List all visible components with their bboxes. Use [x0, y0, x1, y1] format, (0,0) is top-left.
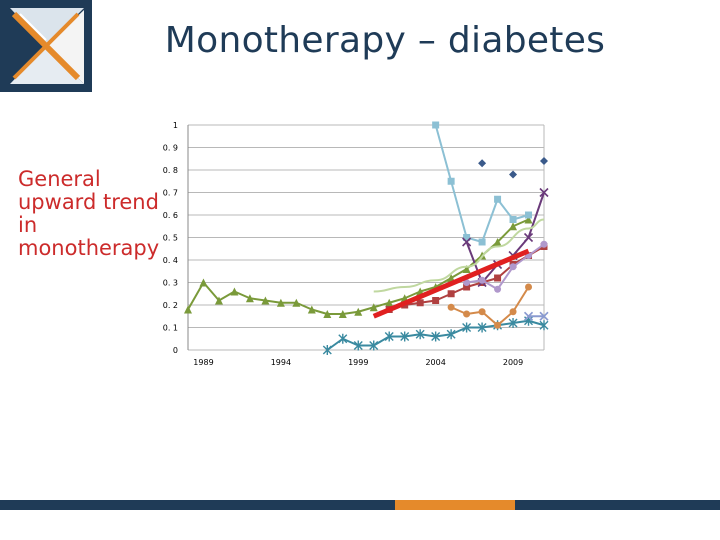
series-teal-star-point-2	[353, 340, 363, 351]
y-tick-label-2: 0. 2	[163, 301, 178, 310]
series-teal-star-point-0	[322, 345, 332, 355]
series-olive-triangle-point-0	[184, 305, 192, 314]
y-tick-label-4: 0. 4	[163, 256, 178, 265]
trend-line-red-line	[372, 248, 530, 319]
series-teal-star-point-10	[477, 322, 487, 333]
annotation-text: General upward trend in monotherapy	[18, 167, 160, 260]
series-teal-star-point-6	[415, 329, 425, 340]
series-navy-diamond-point-0	[478, 159, 487, 168]
series-orange-circle-point-1	[463, 310, 471, 318]
series-orange-circle-point-5	[525, 283, 533, 291]
series-olive-triangle-point-1	[199, 278, 208, 287]
series-orange-circle-point-2	[478, 308, 486, 316]
x-tick-label-3: 2004	[425, 358, 445, 367]
series-olive-triangle-point-5	[261, 296, 270, 305]
y-tick-label-7: 0. 7	[163, 189, 178, 198]
series-darkred-square-point-4	[447, 290, 455, 298]
series-orange-circle-point-3	[494, 321, 502, 329]
series-darkred-square-point-3	[432, 297, 440, 304]
series-purple-x-point-0	[462, 237, 472, 247]
series-olive-triangle-point-9	[323, 310, 332, 318]
series-teal-star-point-3	[369, 340, 379, 351]
y-tick-label-9: 0. 9	[163, 144, 178, 153]
series-lavender-circle-point-0	[463, 279, 471, 286]
series-olive-triangle-point-12	[369, 303, 378, 312]
series-darkred-square-point-5	[463, 283, 471, 291]
footer-bar	[0, 500, 720, 510]
series-periwinkle-x-point-0	[523, 311, 534, 321]
series-darkred-square-point-2	[416, 299, 424, 307]
series-olive-triangle-point-4	[245, 294, 254, 303]
series-teal-star-point-4	[384, 331, 394, 342]
series-olive-triangle-point-20	[493, 238, 502, 246]
trend-curve-light-line	[373, 218, 545, 293]
series-olive-triangle-point-6	[276, 298, 285, 307]
series-navy-diamond-point-1	[509, 170, 518, 179]
series-olive-triangle-point-10	[338, 310, 347, 318]
series-teal-star-point-14	[539, 320, 549, 331]
series-purple-x-point-4	[523, 232, 534, 243]
x-tick-label-0: 1989	[193, 358, 213, 367]
footer-bar-right	[515, 500, 720, 510]
series-teal-star-point-9	[462, 322, 472, 333]
series-lightblue-square-point-1	[447, 177, 455, 185]
series-olive-triangle-line	[187, 218, 529, 315]
series-lavender-circle-point-5	[540, 240, 548, 248]
series-lightblue-square-point-5	[509, 216, 517, 223]
y-tick-label-8: 0. 8	[163, 166, 178, 175]
series-darkred-square-point-7	[494, 274, 502, 282]
series-purple-x-point-5	[539, 187, 549, 198]
x-tick-label-4: 2009	[503, 358, 523, 367]
x-tick-label-1: 1994	[271, 358, 291, 367]
y-tick-label-10: 1	[173, 121, 178, 130]
series-olive-triangle-point-18	[462, 265, 471, 273]
y-tick-label-3: 0. 3	[163, 279, 178, 288]
y-tick-label-6: 0. 6	[163, 211, 178, 220]
y-tick-label-0: 0	[173, 346, 178, 355]
footer-bar-accent	[395, 500, 515, 510]
series-lavender-circle-point-3	[509, 263, 517, 271]
x-tick-label-2: 1999	[348, 358, 368, 367]
series-olive-triangle-point-2	[214, 296, 223, 305]
series-lightblue-square-point-6	[525, 211, 533, 219]
series-olive-triangle-point-17	[447, 274, 456, 282]
footer-bar-left	[0, 500, 395, 510]
series-olive-triangle-point-7	[292, 298, 301, 307]
organization-logo	[0, 0, 92, 92]
series-teal-star-point-12	[508, 318, 518, 328]
series-olive-triangle-point-8	[307, 305, 316, 314]
series-lavender-circle-point-2	[494, 285, 502, 293]
series-teal-star-point-5	[400, 331, 410, 342]
series-teal-star-point-7	[431, 331, 441, 342]
y-tick-label-1: 0. 1	[163, 324, 178, 333]
slide-title: Monotherapy – diabetes	[164, 20, 606, 61]
series-olive-triangle-point-22	[524, 215, 533, 224]
series-lightblue-square-point-2	[463, 234, 471, 241]
series-periwinkle-x-point-1	[539, 311, 549, 321]
series-lightblue-square-point-0	[432, 121, 440, 129]
series-olive-triangle-point-13	[385, 298, 394, 307]
series-orange-circle-point-4	[509, 308, 517, 316]
series-olive-triangle-point-11	[354, 307, 363, 316]
series-navy-diamond-point-2	[540, 157, 548, 165]
series-olive-triangle-point-3	[230, 287, 239, 296]
series-lavender-circle-point-1	[478, 276, 486, 284]
series-orange-circle-point-0	[447, 303, 455, 311]
line-chart: 0 0. 1 0. 2 0. 3 0. 4 0. 5 0. 6 0. 7 0. 8 0. 9 1 19…	[163, 121, 549, 367]
series-lightblue-square-point-3	[478, 238, 486, 246]
series-teal-star-point-1	[338, 333, 348, 344]
series-lightblue-square-point-4	[494, 195, 502, 203]
series-olive-triangle-point-21	[509, 222, 518, 231]
y-tick-label-5: 0. 5	[163, 234, 178, 243]
series-teal-star-point-8	[446, 329, 456, 340]
